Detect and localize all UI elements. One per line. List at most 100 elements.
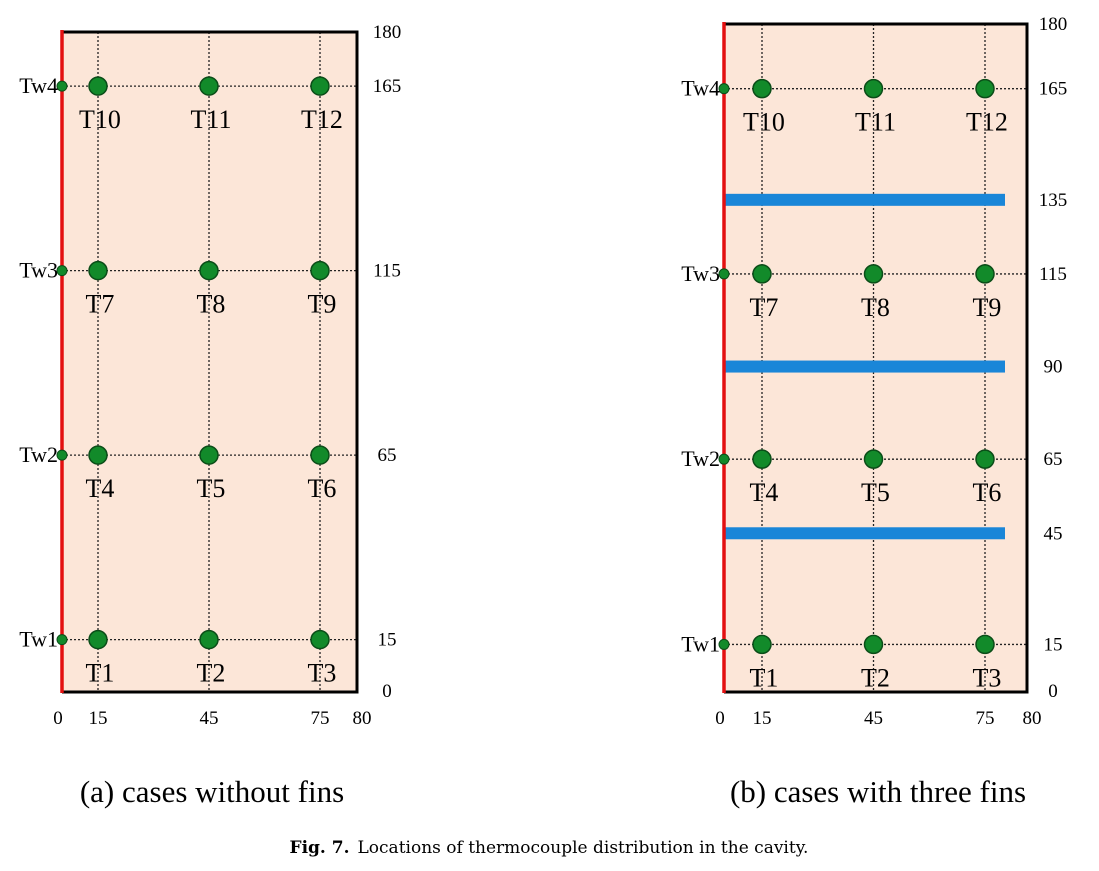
sensor [752, 78, 772, 99]
sensor-label: T12 [301, 105, 343, 134]
sensor-label: T3 [973, 663, 1002, 692]
y-tick-label: 165 [1039, 79, 1068, 100]
sensor [863, 634, 884, 655]
wall-sensor-label: Tw1 [681, 631, 720, 656]
x-tick-label: 75 [976, 708, 995, 729]
wall-sensor [718, 268, 730, 280]
wall-sensor [56, 265, 68, 277]
wall-sensor-label: Tw3 [19, 258, 58, 283]
figure-label: Fig. 7. [290, 838, 350, 858]
x-tick-label: 80 [1023, 708, 1042, 729]
x-tick-label: 0 [715, 708, 725, 729]
sensor [975, 449, 995, 469]
sensor-label: T2 [197, 659, 226, 688]
sensor-label: T5 [861, 478, 890, 507]
y-tick-label: 180 [373, 22, 402, 43]
y-tick-label: 0 [1048, 681, 1058, 702]
x-tick-label: 15 [753, 708, 772, 729]
y-tick-label: 115 [1039, 264, 1067, 285]
sensor-label: T8 [861, 293, 890, 322]
sensor-label: T11 [855, 108, 896, 137]
x-tick-label: 75 [311, 708, 330, 729]
figure-text: Locations of thermocouple distribution i… [358, 838, 809, 858]
sensor [975, 78, 995, 99]
sensor-label: T1 [86, 659, 115, 688]
sensor-label: T9 [973, 293, 1002, 322]
wall-sensor [718, 453, 730, 465]
frame [724, 22, 1029, 694]
sensor [310, 629, 330, 650]
panel: Tw1 T1 T2 T3 Tw2 T4 T5 T6 Tw3 T7 T8 T9 Tw4 T10 T11 T12 0… [681, 14, 1067, 809]
sensor [975, 634, 995, 655]
sensor [199, 445, 219, 465]
sensor-label: T9 [308, 290, 337, 319]
sensor [310, 445, 330, 465]
sensor [863, 78, 884, 99]
sensor-label: T2 [861, 663, 890, 692]
wall-sensor [718, 638, 730, 650]
panel: Tw1 T1 T2 T3 Tw2 T4 T5 T6 Tw3 T7 T8 T9 Tw4 T10 T11 T12 0… [19, 22, 401, 809]
sensor [199, 76, 219, 96]
x-tick-label: 0 [53, 708, 63, 729]
wall-sensor-label: Tw4 [681, 76, 720, 101]
sensor [752, 634, 772, 655]
sensor [752, 264, 772, 284]
x-tick-label: 80 [353, 708, 372, 729]
wall-sensor [56, 634, 68, 646]
y-tick-label: 15 [378, 630, 397, 651]
sensor [88, 76, 108, 96]
sensor [88, 260, 108, 281]
x-tick-label: 45 [200, 708, 219, 729]
sensor-label: T3 [308, 659, 337, 688]
wall-sensor-label: Tw4 [19, 73, 58, 98]
panel-caption: (b) cases with three fins [730, 774, 1026, 809]
sensor-label: T7 [86, 290, 115, 319]
sensor-label: T8 [197, 290, 226, 319]
wall-sensor-label: Tw1 [19, 627, 58, 652]
y-tick-label: 65 [1044, 449, 1063, 470]
y-tick-label: 15 [1044, 634, 1063, 655]
sensor-label: T6 [308, 474, 337, 503]
sensor-label: T4 [750, 478, 779, 507]
wall-sensor [56, 449, 68, 461]
fin [724, 360, 1005, 373]
y-tick-label: 90 [1044, 357, 1063, 378]
sensor [310, 260, 330, 281]
sensor [975, 264, 995, 284]
sensor-label: T10 [743, 108, 785, 137]
y-tick-label: 180 [1039, 14, 1068, 35]
sensor [199, 629, 219, 650]
figure-caption: Fig. 7. Locations of thermocouple distrib… [290, 838, 809, 858]
wall-sensor-label: Tw2 [19, 442, 58, 467]
sensor-label: T4 [86, 474, 115, 503]
x-tick-label: 15 [89, 708, 108, 729]
sensor-label: T1 [750, 663, 779, 692]
panel-caption: (a) cases without fins [80, 774, 344, 809]
y-tick-label: 135 [1039, 190, 1068, 211]
sensor [863, 264, 884, 284]
fin [724, 193, 1005, 206]
y-tick-label: 65 [378, 445, 397, 466]
sensor [88, 445, 108, 465]
y-tick-label: 45 [1044, 523, 1063, 544]
sensor [863, 449, 884, 469]
frame [62, 30, 359, 694]
sensor-label: T12 [966, 108, 1008, 137]
wall-sensor [718, 83, 730, 95]
sensor [88, 629, 108, 650]
y-tick-label: 165 [373, 76, 402, 97]
y-tick-label: 115 [373, 261, 401, 282]
sensor [199, 260, 219, 281]
wall-sensor-label: Tw3 [681, 261, 720, 286]
sensor-label: T10 [79, 105, 121, 134]
cavity [724, 24, 1027, 692]
x-tick-label: 45 [864, 708, 883, 729]
wall-sensor [56, 80, 68, 92]
fin [724, 527, 1005, 540]
wall-sensor-label: Tw2 [681, 446, 720, 471]
sensor-label: T6 [973, 478, 1002, 507]
sensor-label: T5 [197, 474, 226, 503]
sensor [310, 76, 330, 96]
sensor [752, 449, 772, 469]
